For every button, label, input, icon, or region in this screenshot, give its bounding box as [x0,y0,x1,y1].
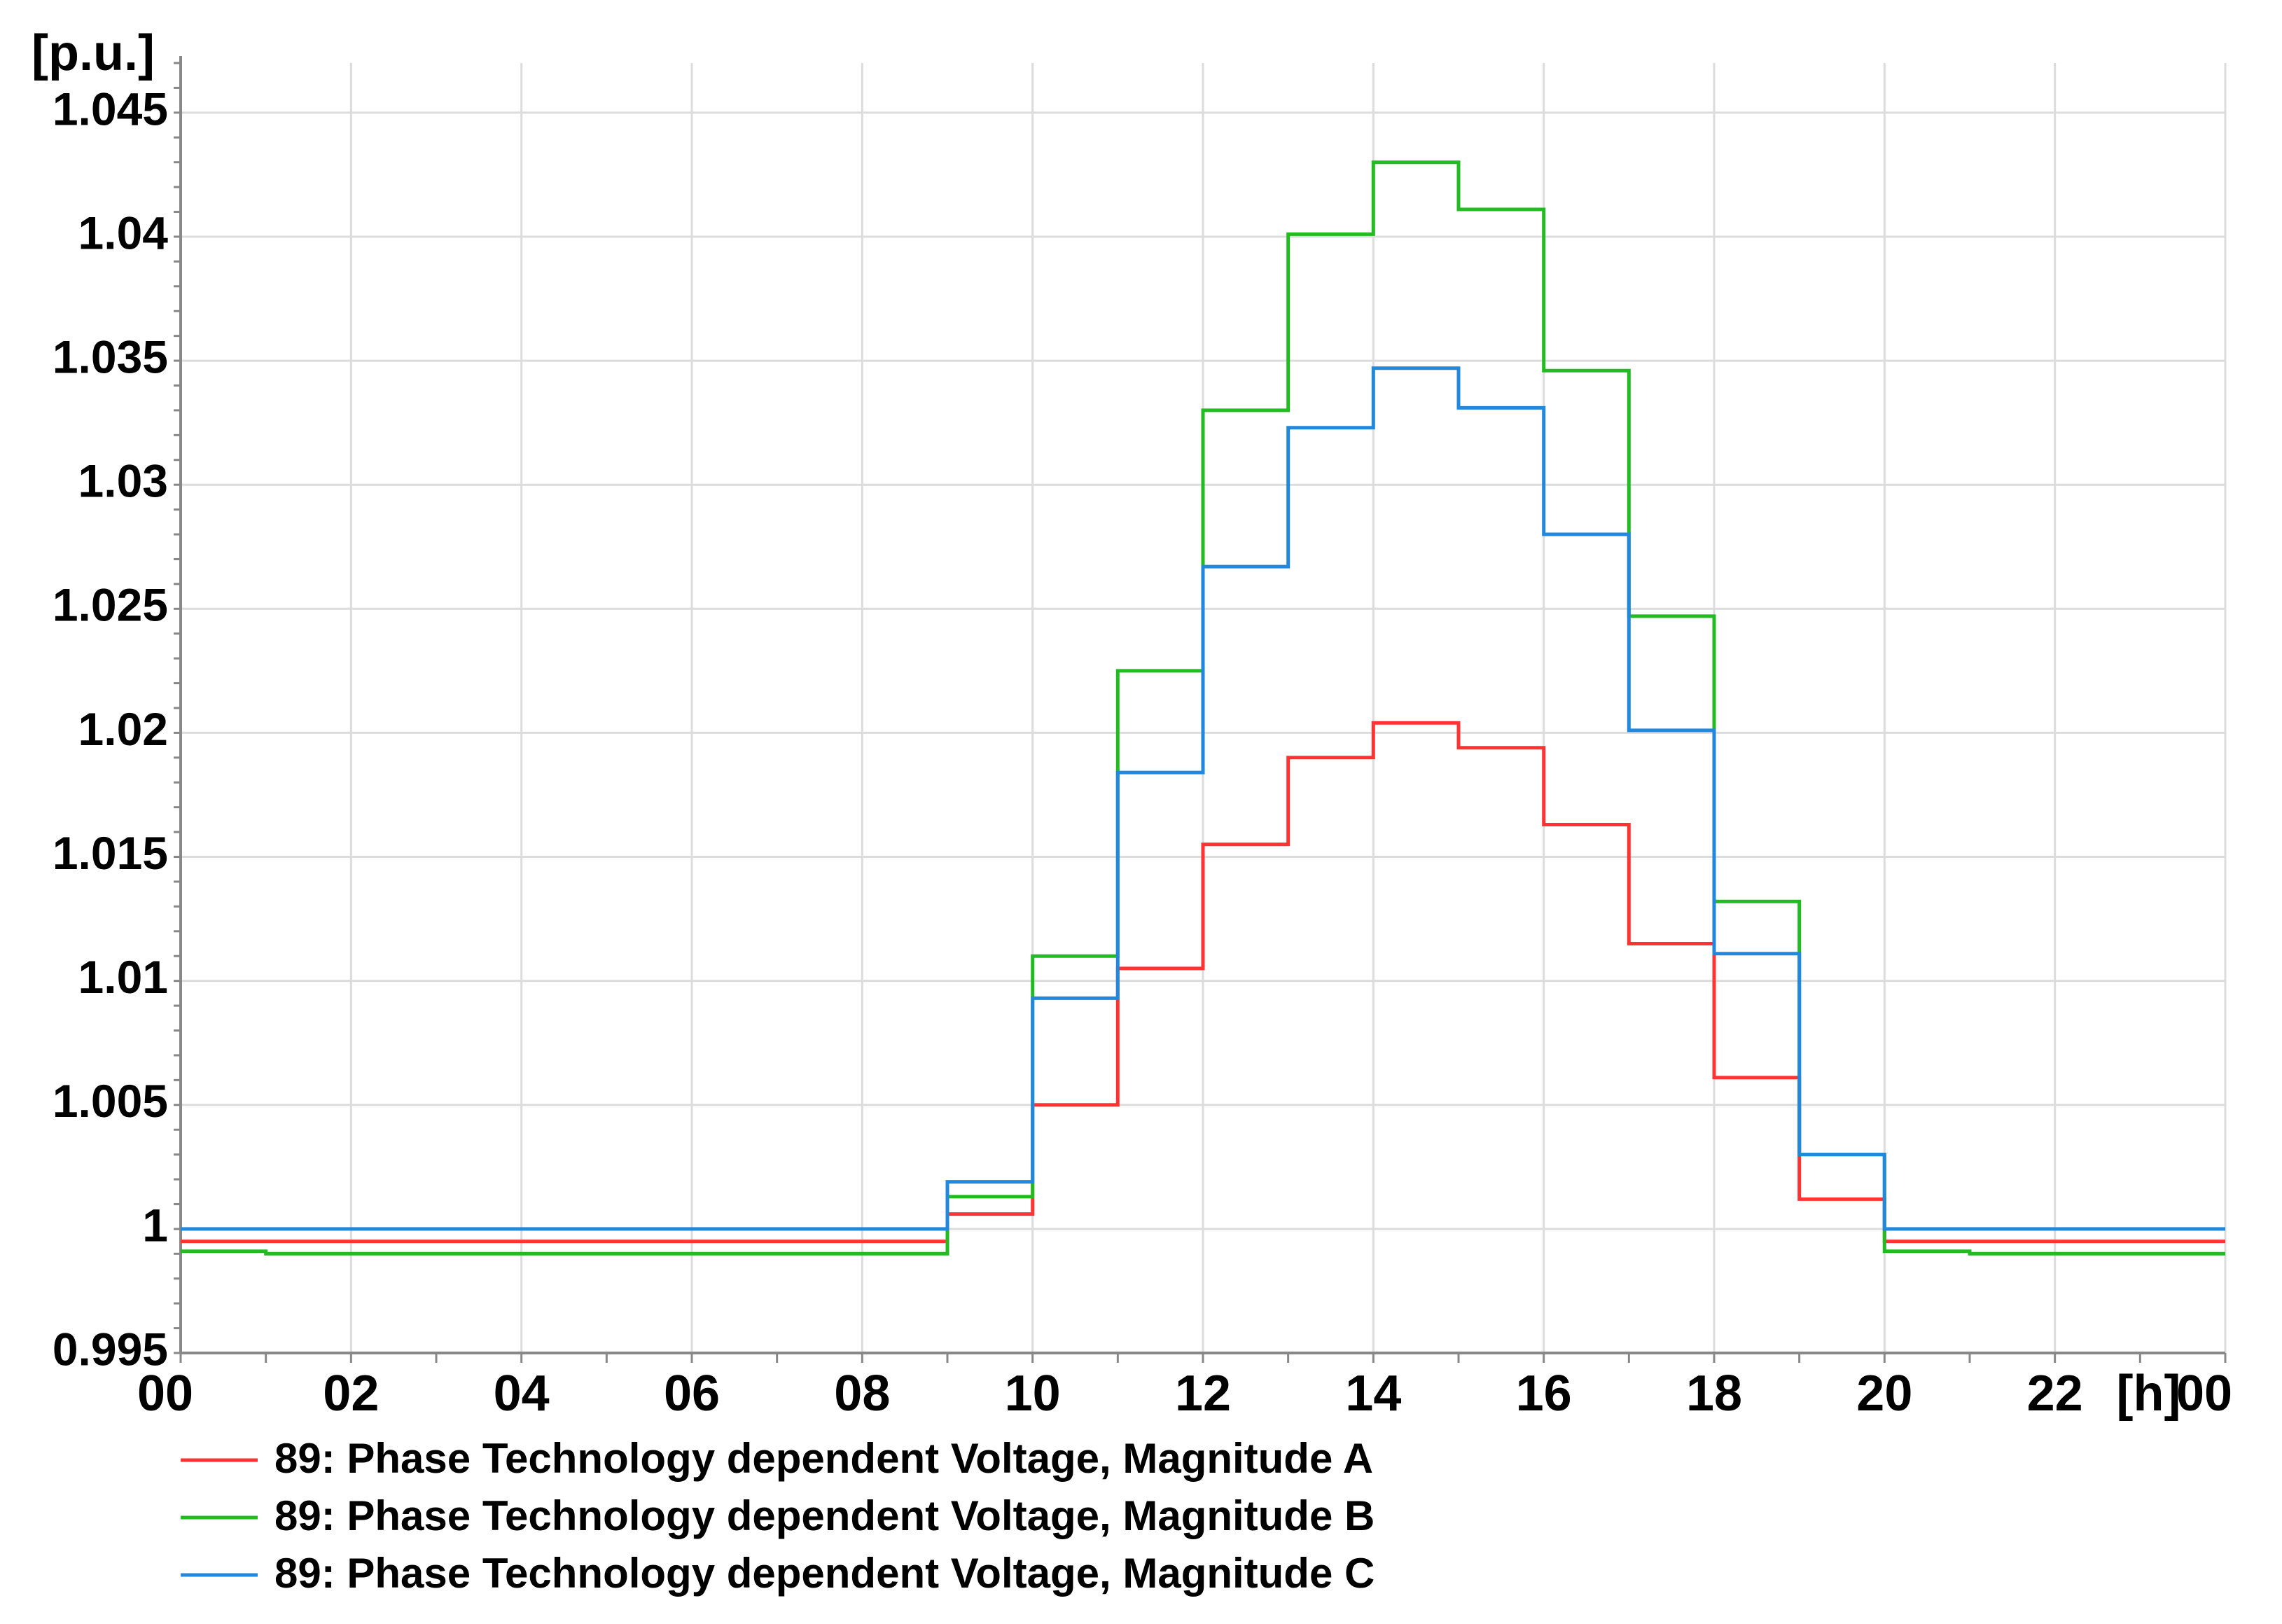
legend-label-a: 89: Phase Technology dependent Voltage, … [274,1435,1373,1482]
y-tick-label: 1.03 [78,455,168,507]
series-line-a [181,721,2225,1244]
x-tick-label: 20 [1856,1366,1912,1422]
x-tick-label: 04 [494,1366,550,1422]
x-tick-label: 00 [137,1366,193,1422]
x-tick-label: 00 [2176,1366,2232,1422]
y-tick-label: 1.01 [78,951,168,1003]
x-tick-label: 18 [1686,1366,1742,1422]
legend-label-c: 89: Phase Technology dependent Voltage, … [274,1550,1375,1597]
x-tick-label: 10 [1005,1366,1061,1422]
x-axis-unit-label: [h] [2117,1366,2181,1422]
legend: 89: Phase Technology dependent Voltage, … [181,1435,1375,1597]
y-tick-label: 0.995 [53,1323,168,1375]
x-tick-label: 08 [834,1366,890,1422]
axes [174,56,2227,1363]
y-tick-label: 1.025 [53,579,168,631]
x-tick-label: 06 [664,1366,720,1422]
x-tick-label: 14 [1345,1366,1401,1422]
y-tick-label: 1.015 [53,827,168,879]
y-tick-label: 1.04 [78,207,169,258]
y-tick-label: 1 [142,1199,168,1251]
x-tick-label: 22 [2027,1366,2083,1422]
x-tick-label: 12 [1175,1366,1231,1422]
y-tick-label: 1.035 [53,331,168,383]
y-axis-unit-label: [p.u.] [32,25,155,81]
x-tick-label: 16 [1516,1366,1572,1422]
series-lines [181,160,2225,1256]
x-tick-label: 02 [323,1366,379,1422]
legend-label-b: 89: Phase Technology dependent Voltage, … [274,1492,1375,1539]
y-tick-label: 1.02 [78,703,168,755]
tick-labels: 0.995 1 1.005 1.01 1.015 1.02 1.025 1.03 1.035 1.… [32,25,2232,1422]
y-tick-label: 1.005 [53,1075,168,1127]
y-tick-label: 1.045 [53,83,168,134]
series-line-c [181,366,2225,1231]
